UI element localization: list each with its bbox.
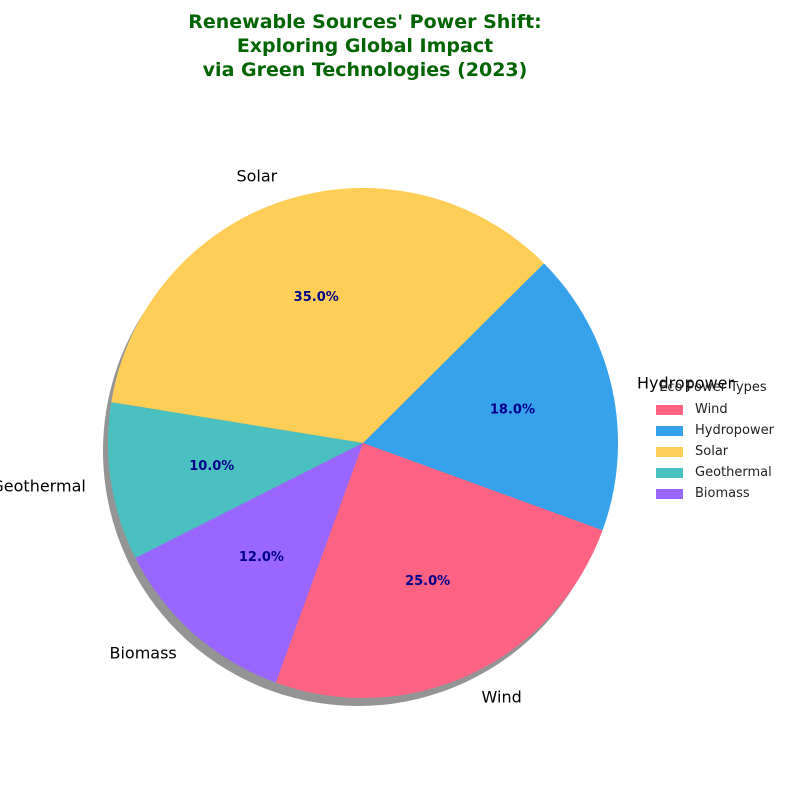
legend-item-biomass: Biomass <box>650 483 774 504</box>
legend-title: Eco Power Types <box>659 380 767 395</box>
pie-slices <box>107 188 619 698</box>
slice-label-biomass: Biomass <box>109 643 176 662</box>
value-label-solar: 35.0% <box>294 290 339 305</box>
legend-label-biomass: Biomass <box>695 486 750 501</box>
legend-label-hydropower: Hydropower <box>695 423 774 438</box>
chart-title-line-3: via Green Technologies (2023) <box>202 59 528 81</box>
legend: Eco Power Types Wind Hydropower Solar Geoth… <box>650 380 774 504</box>
legend-item-geothermal: Geothermal <box>650 462 774 483</box>
legend-item-solar: Solar <box>650 441 774 462</box>
legend-item-hydropower: Hydropower <box>650 420 774 441</box>
legend-swatch-geothermal <box>656 467 683 478</box>
chart-title-line-2: Exploring Global Impact <box>236 35 494 57</box>
slice-label-wind: Wind <box>482 688 522 707</box>
slice-label-geothermal: Geothermal <box>0 476 86 495</box>
value-label-hydropower: 18.0% <box>490 403 535 418</box>
slice-geothermal[interactable] <box>107 402 363 558</box>
value-label-wind: 25.0% <box>405 574 450 589</box>
legend-label-solar: Solar <box>695 444 729 459</box>
legend-swatch-hydropower <box>656 425 683 436</box>
slice-label-hydropower: Hydropower <box>637 373 735 392</box>
value-label-biomass: 12.0% <box>239 550 284 565</box>
legend-label-geothermal: Geothermal <box>695 465 772 480</box>
chart-title-line-1: Renewable Sources' Power Shift: <box>188 11 542 33</box>
slice-solar[interactable] <box>111 188 544 443</box>
legend-swatch-solar <box>656 446 683 457</box>
slice-label-solar: Solar <box>236 166 277 185</box>
legend-swatch-biomass <box>656 488 683 499</box>
value-label-geothermal: 10.0% <box>189 459 234 474</box>
legend-item-wind: Wind <box>650 399 774 420</box>
slice-wind[interactable] <box>275 443 603 698</box>
pie-labels: Wind 25.0% Hydropower 18.0% Solar 35.0% Geothe… <box>0 166 735 706</box>
legend-label-wind: Wind <box>695 402 728 417</box>
chart-title: Renewable Sources' Power Shift: Explorin… <box>0 10 730 82</box>
slice-hydropower[interactable] <box>363 263 619 531</box>
legend-swatch-wind <box>656 404 683 415</box>
slice-biomass[interactable] <box>135 443 363 683</box>
